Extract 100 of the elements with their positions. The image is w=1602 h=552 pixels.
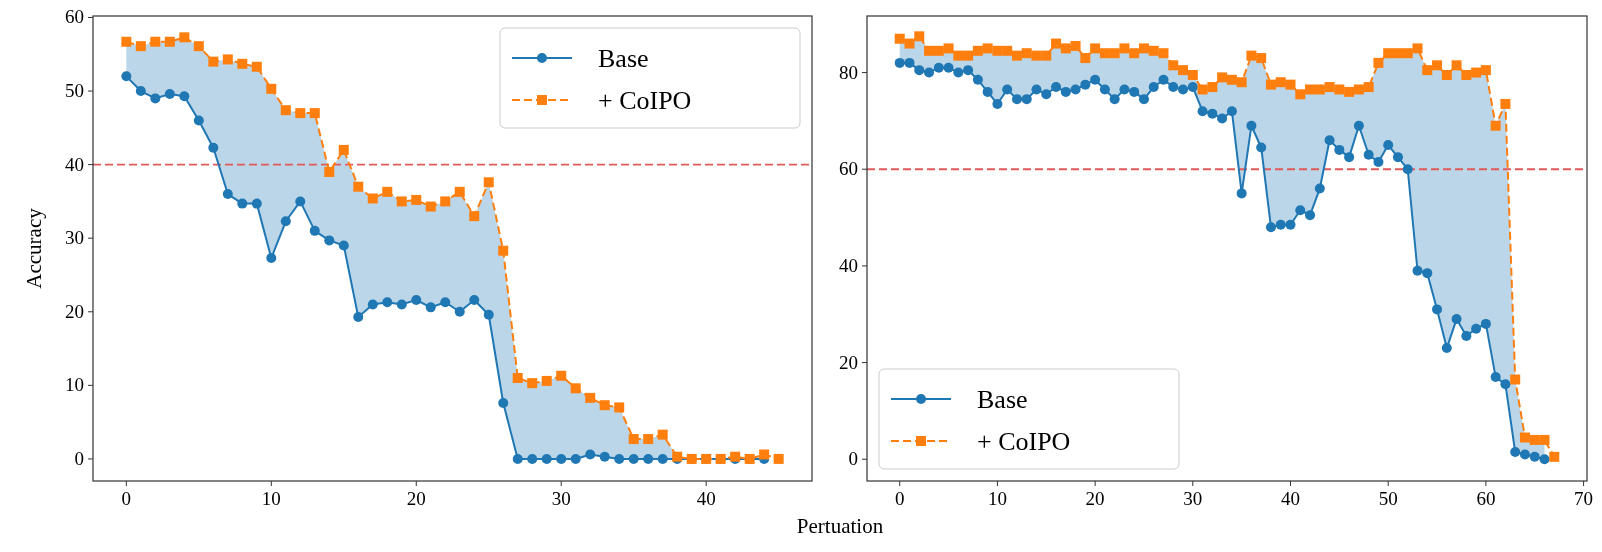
point — [556, 453, 567, 464]
point — [643, 434, 654, 445]
point — [164, 88, 175, 99]
point — [411, 194, 422, 205]
point — [541, 453, 552, 464]
point — [599, 400, 610, 411]
point — [193, 41, 204, 52]
point — [425, 201, 436, 212]
point — [164, 36, 175, 47]
y-tick-label: 50 — [65, 80, 84, 102]
point — [498, 398, 509, 409]
point — [280, 216, 291, 227]
point — [121, 71, 132, 82]
x-tick-label: 20 — [406, 488, 426, 509]
y-tick-label: 30 — [65, 227, 84, 249]
legend-label: Base — [598, 44, 649, 73]
point — [425, 302, 436, 313]
point — [599, 451, 610, 462]
point — [483, 177, 494, 188]
point — [773, 453, 784, 464]
point — [469, 295, 480, 305]
point — [367, 299, 378, 310]
point — [411, 295, 422, 305]
x-tick-label: 60 — [1476, 488, 1496, 509]
point — [309, 108, 320, 119]
point — [295, 196, 306, 207]
point — [512, 372, 523, 383]
point — [324, 166, 335, 177]
point — [251, 198, 262, 209]
x-tick-label: 10 — [987, 488, 1007, 509]
legend-label: Base — [977, 385, 1028, 414]
point — [193, 115, 204, 126]
point — [396, 299, 407, 310]
point — [222, 189, 233, 200]
point — [469, 211, 480, 222]
x-tick-label: 40 — [1281, 488, 1300, 509]
point — [643, 453, 654, 464]
point — [541, 375, 552, 386]
point — [585, 392, 596, 403]
point — [570, 383, 581, 394]
point — [556, 370, 567, 381]
x-tick-label: 70 — [1574, 488, 1594, 509]
point — [614, 402, 625, 413]
y-tick-label: 40 — [65, 153, 84, 175]
y-tick-label: 60 — [839, 158, 858, 180]
point — [338, 144, 349, 155]
point — [280, 105, 291, 116]
point — [121, 36, 132, 47]
point — [570, 453, 581, 464]
point — [382, 297, 393, 308]
point — [324, 235, 335, 246]
point — [454, 186, 465, 197]
x-tick-label: 0 — [121, 488, 132, 509]
point — [179, 32, 190, 43]
y-tick-label: 10 — [65, 374, 84, 396]
x-tick-label: 40 — [696, 488, 716, 509]
legend-label: + CoIPO — [598, 86, 692, 115]
y-tick-label: 60 — [65, 6, 84, 28]
y-tick-label: 0 — [848, 448, 858, 470]
point — [266, 83, 277, 94]
x-tick-label: 30 — [551, 488, 571, 509]
point — [353, 311, 364, 322]
point — [585, 449, 596, 460]
point — [208, 56, 219, 67]
x-tick-label: 30 — [1183, 488, 1203, 509]
x-tick-label: 10 — [261, 488, 281, 509]
point — [208, 142, 219, 153]
point — [135, 86, 146, 97]
point — [266, 253, 277, 264]
point — [614, 453, 625, 464]
point — [628, 434, 639, 445]
point — [338, 240, 349, 251]
point — [483, 309, 494, 320]
y-tick-label: 0 — [74, 447, 84, 469]
x-tick-label: 50 — [1378, 488, 1398, 509]
point — [382, 186, 393, 197]
point — [309, 225, 320, 236]
legend-label: + CoIPO — [977, 427, 1071, 456]
point — [527, 453, 538, 464]
point — [295, 108, 306, 119]
y-axis-title: Accuracy — [22, 207, 46, 289]
y-tick-label: 20 — [65, 300, 84, 322]
point — [150, 36, 161, 47]
y-tick-label: 40 — [839, 254, 858, 276]
y-tick-label: 80 — [839, 61, 858, 83]
point — [759, 449, 770, 460]
point — [498, 245, 509, 256]
point — [222, 54, 233, 65]
point — [396, 196, 407, 207]
point — [237, 58, 248, 69]
x-axis-title: Pertuation — [796, 514, 884, 538]
point — [657, 429, 668, 440]
x-tick-label: 20 — [1085, 488, 1105, 509]
point — [251, 61, 262, 72]
point — [150, 93, 161, 104]
point — [512, 453, 523, 464]
point — [657, 453, 668, 464]
point — [353, 181, 364, 192]
x-tick-label: 0 — [894, 488, 905, 509]
point — [527, 378, 538, 389]
